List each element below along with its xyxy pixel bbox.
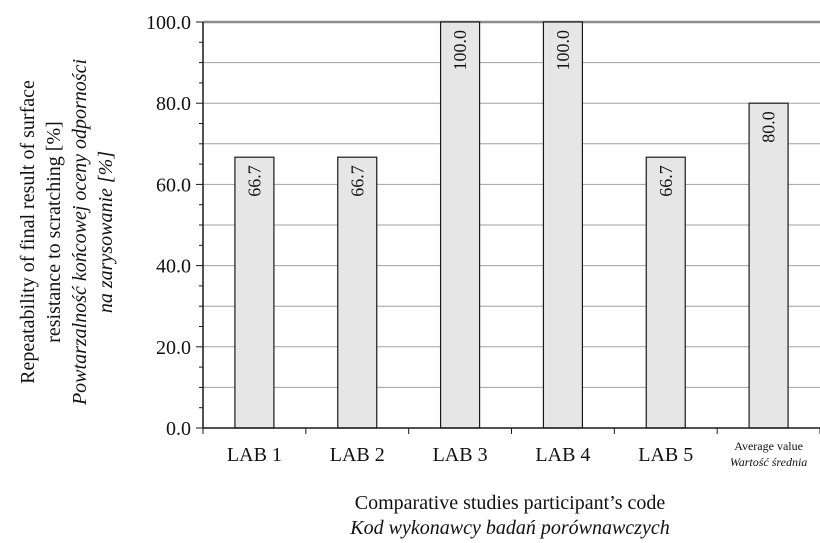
y-tick-label: 20.0 — [156, 337, 191, 359]
bar — [439, 21, 481, 429]
data-label: 66.7 — [347, 165, 367, 197]
data-label: 66.7 — [244, 165, 264, 197]
x-category-label: LAB 2 — [330, 444, 385, 466]
y-axis-title-line-2: resistance to scratching [%] — [43, 121, 65, 343]
y-ticks: 0.0 20.0 40.0 60.0 80.0 100.0 — [146, 12, 203, 440]
y-tick-label: 60.0 — [156, 174, 191, 196]
y-axis-title-secondary-line-2: na zarysowanie [%] — [95, 151, 117, 313]
y-tick-label: 0.0 — [166, 418, 191, 440]
x-axis-title-secondary: Kod wykonawcy badań porównawczych — [349, 517, 669, 539]
x-category-label: LAB 5 — [638, 444, 693, 466]
x-category-label-secondary: Wartość średnia — [730, 455, 807, 469]
x-category-label: LAB 3 — [433, 444, 488, 466]
bar — [337, 156, 378, 429]
data-label: 80.0 — [759, 111, 779, 143]
y-axis-title-secondary-line-1: Powtarzalność końcowej oceny odporności — [69, 59, 91, 406]
data-label: 66.7 — [656, 165, 676, 197]
y-axis-title: Repeatability of final result of surface… — [17, 59, 117, 406]
x-category-label: LAB 1 — [227, 444, 282, 466]
x-category-label: Average value — [734, 439, 803, 453]
gridlines — [203, 20, 820, 388]
bar — [542, 21, 584, 429]
x-categories: LAB 1 LAB 2 LAB 3 LAB 4 LAB 5 Average value Wa… — [202, 428, 820, 469]
bars: 66.7 66.7 100.0 100.0 66.7 80.0 — [234, 21, 789, 429]
y-tick-label: 40.0 — [156, 256, 191, 278]
y-tick-label: 100.0 — [146, 12, 191, 34]
x-category-label: LAB 4 — [535, 444, 590, 466]
y-tick-label: 80.0 — [156, 93, 191, 115]
y-axis-title-line-1: Repeatability of final result of surface — [17, 80, 39, 384]
bar — [748, 102, 789, 429]
bar — [645, 156, 686, 429]
data-label: 100.0 — [450, 30, 470, 71]
data-label: 100.0 — [553, 30, 573, 71]
x-axis-title: Comparative studies participant’s code — [355, 492, 666, 514]
bar — [234, 156, 275, 429]
